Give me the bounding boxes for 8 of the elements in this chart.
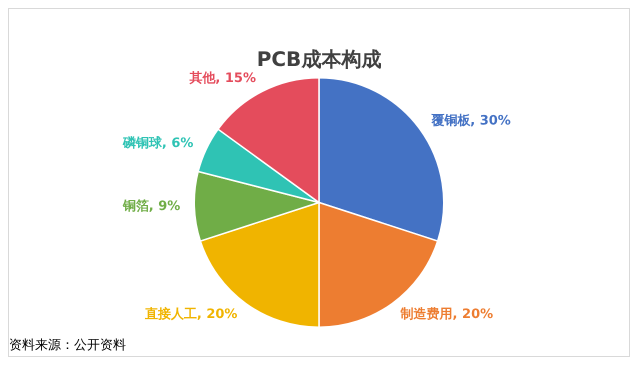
slice-label: 铜箔, 9% (122, 199, 180, 214)
slice-label: 直接人工, 20% (144, 306, 238, 322)
slice-label: 其他, 15% (188, 71, 256, 86)
slice-label: 制造费用, 20% (400, 307, 494, 322)
chart-title: PCB成本构成 (256, 47, 382, 72)
slice-label: 磷铜球, 6% (122, 134, 194, 151)
text: 资料来源：公开资料 (9, 337, 126, 354)
slice-label: 覆铜板, 30% (430, 113, 511, 128)
